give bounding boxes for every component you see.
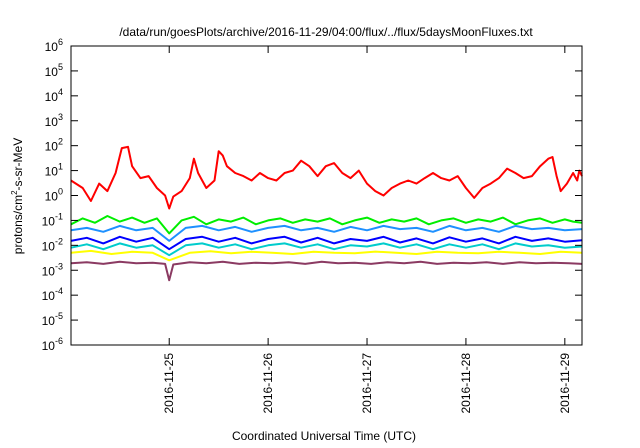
- y-tick-label-exp: -2: [55, 236, 63, 246]
- x-tick-label: 2016-11-27: [360, 353, 374, 414]
- y-tick-label-exp: 4: [58, 87, 63, 97]
- chart-title: /data/run/goesPlots/archive/2016-11-29/0…: [119, 25, 533, 39]
- y-tick-label-base: 10: [42, 314, 56, 328]
- y-axis-label-prefix: protons/cm: [11, 195, 25, 254]
- series-line-4: [70, 235, 583, 251]
- y-tick-label: 10-2: [42, 236, 63, 253]
- x-tick-label: 2016-11-26: [261, 353, 275, 414]
- series-line-2: [70, 215, 583, 235]
- y-tick-label-base: 10: [45, 140, 59, 154]
- y-tick-label: 104: [45, 87, 63, 104]
- y-tick-label-exp: 0: [58, 187, 63, 197]
- y-tick-label-exp: 2: [58, 137, 63, 147]
- x-tick-label: 2016-11-29: [558, 353, 572, 414]
- y-tick-label-base: 10: [45, 165, 59, 179]
- y-tick-label-exp: -5: [55, 311, 63, 321]
- y-tick-label: 100: [45, 187, 63, 204]
- y-tick-label-base: 10: [45, 90, 59, 104]
- x-axis: 2016-11-25 2016-11-26 2016-11-27 2016-11-28…: [162, 46, 572, 414]
- y-tick-label-exp: 1: [58, 162, 63, 172]
- series-line-7: [70, 260, 583, 282]
- y-tick-label: 10-1: [42, 211, 63, 228]
- y-tick-label-exp: 6: [58, 37, 63, 47]
- series-line-6: [70, 249, 583, 262]
- y-axis: 10-610-510-410-310-210-11001011021031041…: [42, 37, 582, 353]
- y-tick-label-base: 10: [45, 190, 59, 204]
- y-axis-label-sup: 2: [10, 190, 19, 195]
- y-axis-label: protons/cm2-s-sr-MeV: [10, 138, 25, 254]
- y-tick-label-exp: 5: [58, 62, 63, 72]
- y-tick-label-base: 10: [45, 115, 59, 129]
- y-tick-label-base: 10: [42, 214, 56, 228]
- y-tick-label: 102: [45, 137, 63, 154]
- y-tick-label-exp: -6: [55, 336, 63, 346]
- y-tick-label-base: 10: [42, 289, 56, 303]
- y-tick-label: 10-6: [42, 336, 63, 353]
- series-line-3: [70, 224, 583, 242]
- y-tick-label-base: 10: [45, 40, 59, 54]
- y-tick-label-exp: -3: [55, 261, 63, 271]
- y-tick-label-base: 10: [42, 339, 56, 353]
- x-axis-label: Coordinated Universal Time (UTC): [232, 429, 416, 443]
- y-tick-label-exp: -4: [55, 286, 63, 296]
- y-tick-label: 10-3: [42, 261, 63, 278]
- y-tick-label-exp: -1: [55, 211, 63, 221]
- y-tick-label-base: 10: [45, 65, 59, 79]
- x-tick-label: 2016-11-25: [162, 353, 176, 414]
- series-line-1: [70, 145, 583, 210]
- y-tick-label-base: 10: [42, 264, 56, 278]
- y-axis-label-suffix: -s-sr-MeV: [11, 138, 25, 191]
- y-tick-label: 105: [45, 62, 63, 79]
- y-tick-label: 101: [45, 162, 63, 179]
- y-tick-label: 103: [45, 112, 63, 129]
- y-tick-label: 10-5: [42, 311, 63, 328]
- series-layer: [70, 145, 583, 282]
- x-tick-label: 2016-11-28: [459, 353, 473, 414]
- y-tick-label: 10-4: [42, 286, 63, 303]
- series-line-5: [70, 242, 583, 257]
- y-tick-label: 106: [45, 37, 63, 54]
- y-tick-label-exp: 3: [58, 112, 63, 122]
- y-tick-label-base: 10: [42, 239, 56, 253]
